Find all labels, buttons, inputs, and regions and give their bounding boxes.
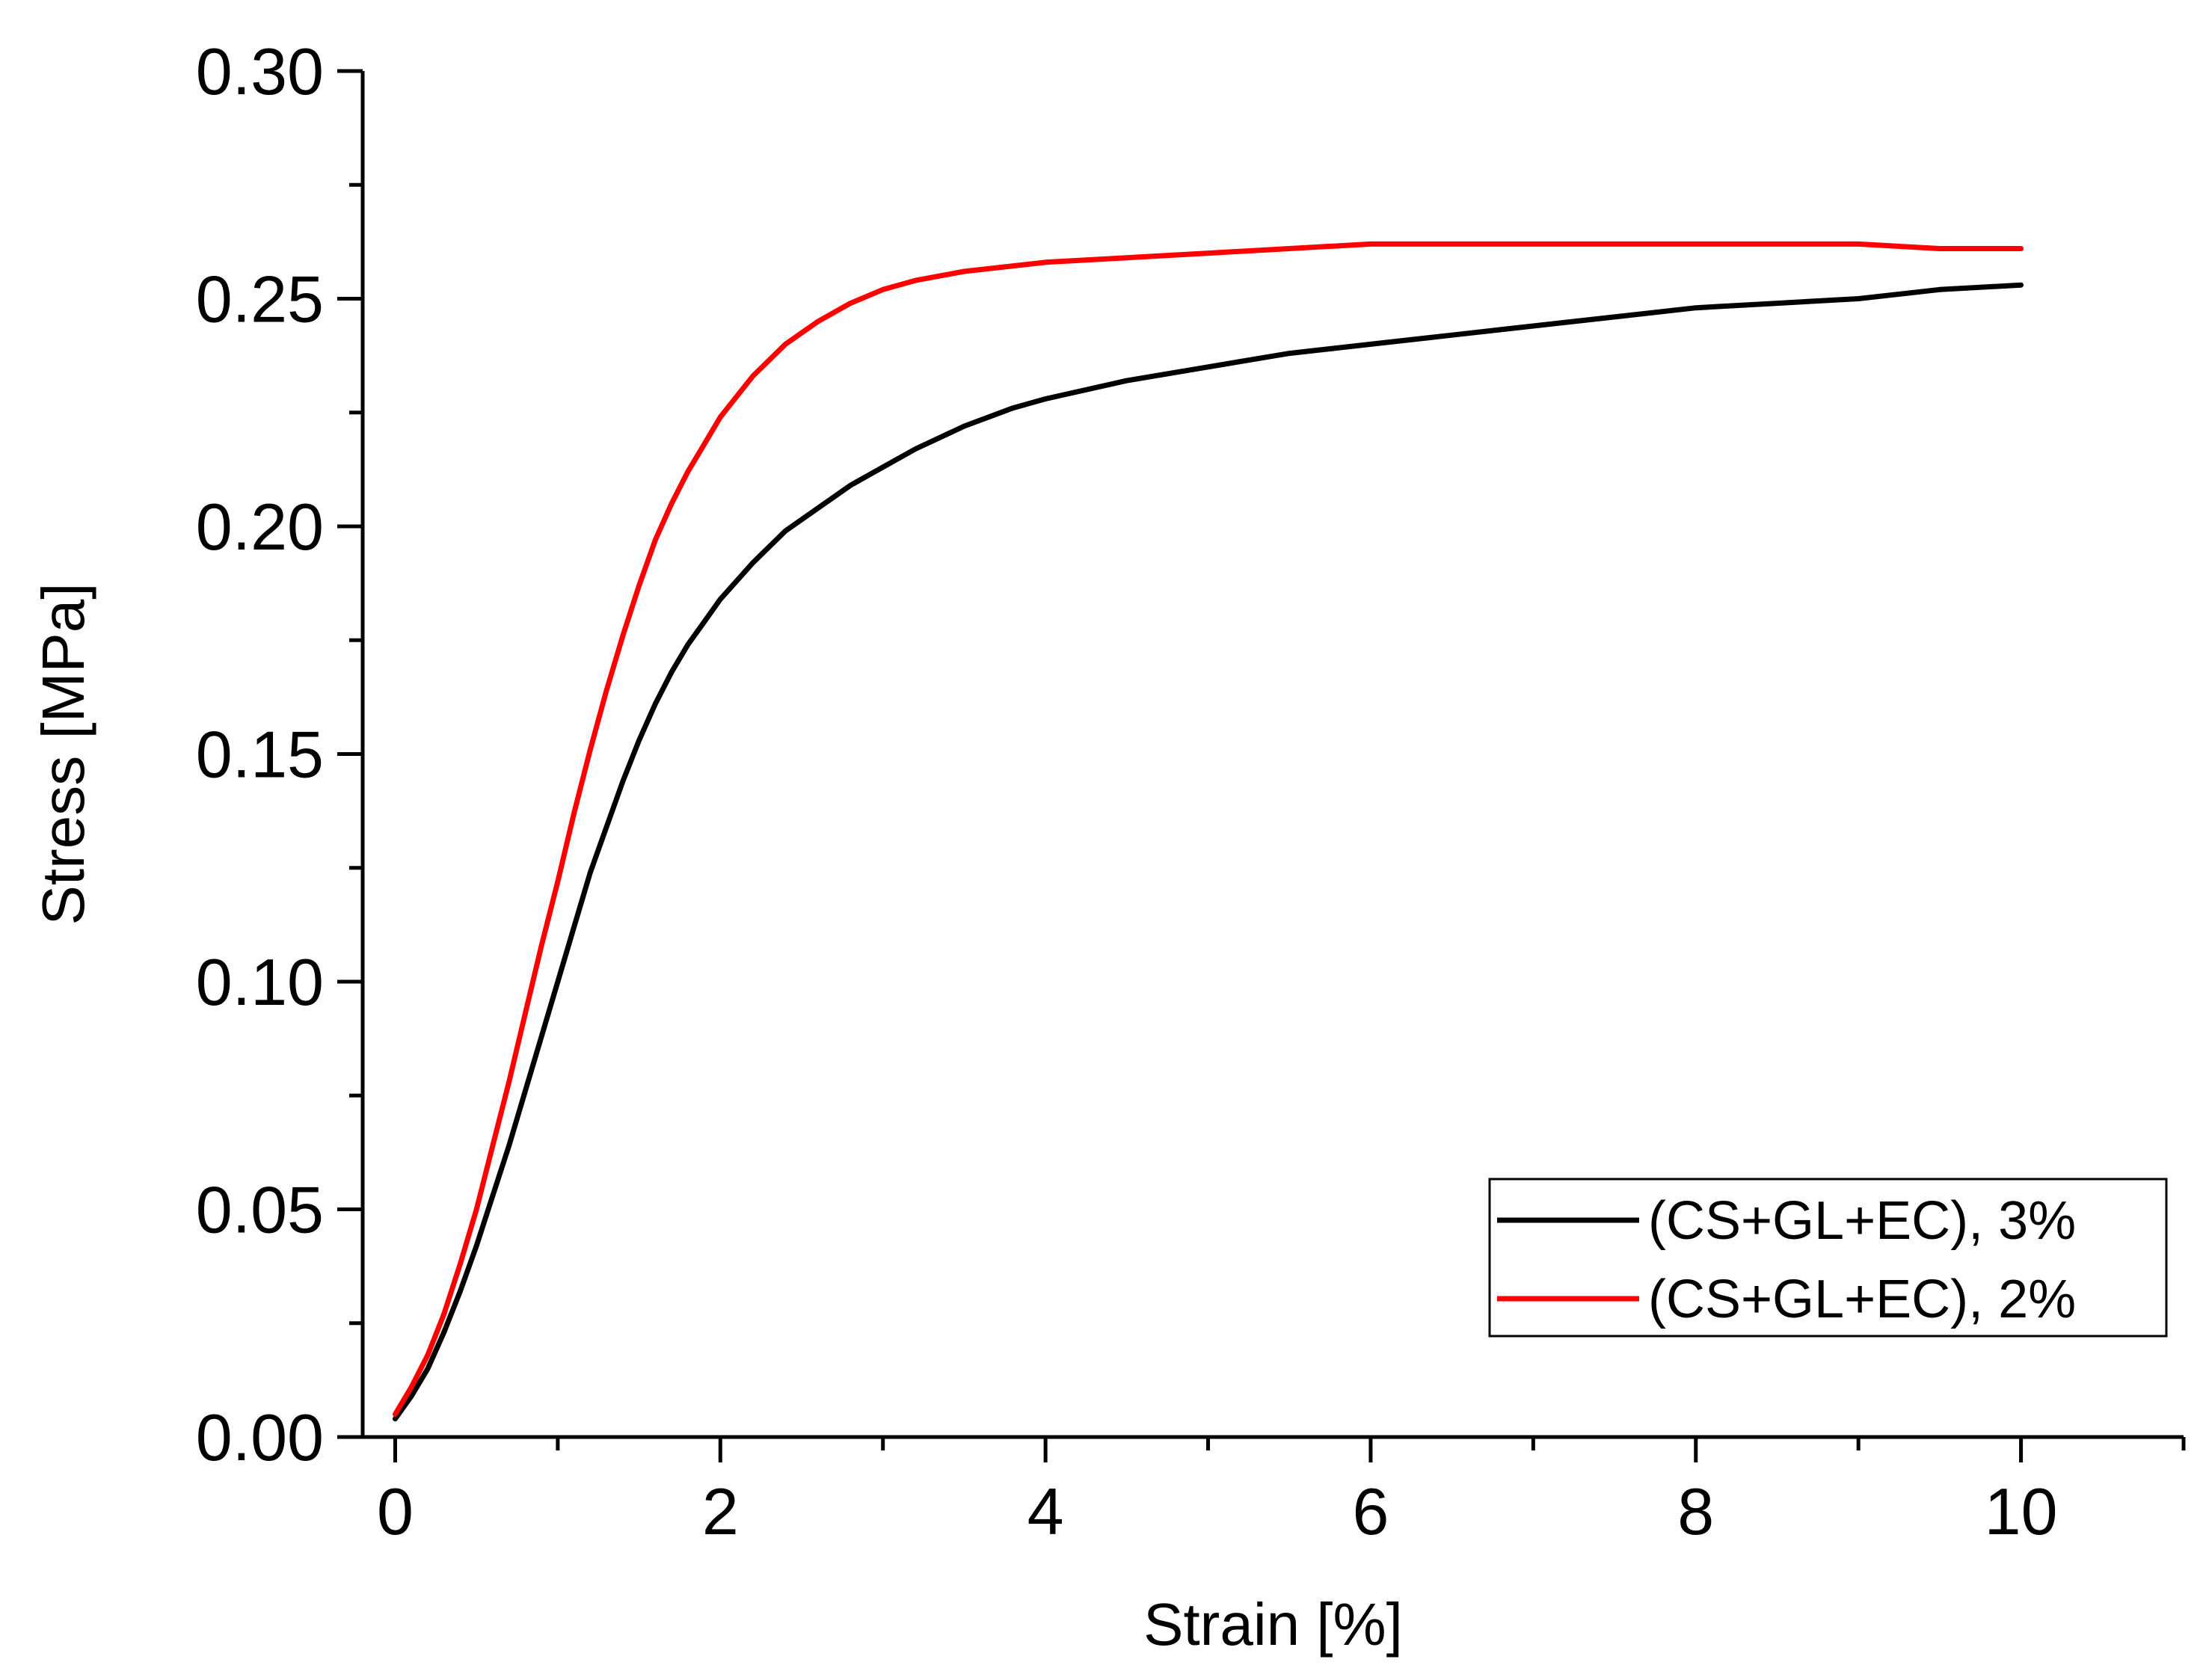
- series-line-2: [393, 241, 2024, 1417]
- x-axis-title: Strain [%]: [1143, 1591, 1403, 1658]
- y-tick-label: 0.10: [196, 945, 324, 1019]
- y-tick-label: 0.05: [196, 1173, 324, 1247]
- y-tick-label: 0.30: [196, 34, 324, 108]
- legend-label-1: (CS+GL+EC), 3%: [1648, 1191, 2076, 1251]
- legend: (CS+GL+EC), 3% (CS+GL+EC), 2%: [1488, 1178, 2168, 1338]
- y-tick-label: 0.15: [196, 718, 324, 792]
- x-tick-label: 8: [1677, 1474, 1714, 1548]
- legend-box: [1488, 1178, 2168, 1338]
- series-lines: [393, 241, 2024, 1422]
- x-tick-label: 10: [1985, 1474, 2058, 1548]
- ticks: 0 2 4 6 8 10 0.00 0.05 0.10 0.15 0.20 0.25 0.30: [196, 34, 2186, 1548]
- y-tick-label: 0.20: [196, 490, 324, 564]
- y-tick-label: 0.25: [196, 262, 324, 336]
- x-tick-label: 4: [1027, 1474, 1064, 1548]
- x-tick-label: 2: [702, 1474, 739, 1548]
- y-axis-title: Stress [MPa]: [30, 583, 96, 926]
- legend-label-2: (CS+GL+EC), 2%: [1648, 1270, 2076, 1329]
- x-tick-label: 0: [377, 1474, 414, 1548]
- series-line-1: [393, 282, 2024, 1422]
- y-tick-label: 0.00: [196, 1400, 324, 1474]
- x-tick-label: 6: [1352, 1474, 1389, 1548]
